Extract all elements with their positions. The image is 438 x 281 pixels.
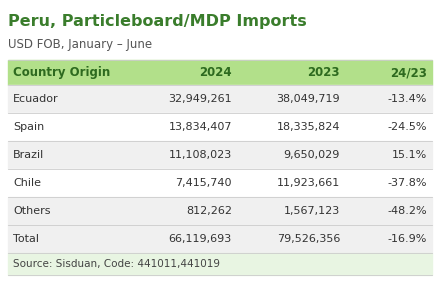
Text: Spain: Spain <box>13 122 44 132</box>
Text: 11,108,023: 11,108,023 <box>169 150 232 160</box>
Text: 13,834,407: 13,834,407 <box>169 122 232 132</box>
Text: Total: Total <box>13 234 39 244</box>
Text: 32,949,261: 32,949,261 <box>168 94 232 104</box>
Text: 2023: 2023 <box>307 66 340 79</box>
Text: Chile: Chile <box>13 178 41 188</box>
Text: Country Origin: Country Origin <box>13 66 110 79</box>
Text: 38,049,719: 38,049,719 <box>276 94 340 104</box>
Text: -37.8%: -37.8% <box>388 178 427 188</box>
Text: USD FOB, January – June: USD FOB, January – June <box>8 38 152 51</box>
Text: 2024: 2024 <box>199 66 232 79</box>
Text: 7,415,740: 7,415,740 <box>176 178 232 188</box>
Text: Peru, Particleboard/MDP Imports: Peru, Particleboard/MDP Imports <box>8 14 307 29</box>
Text: Ecuador: Ecuador <box>13 94 59 104</box>
Text: 812,262: 812,262 <box>186 206 232 216</box>
Text: 9,650,029: 9,650,029 <box>284 150 340 160</box>
Text: 15.1%: 15.1% <box>392 150 427 160</box>
Text: 11,923,661: 11,923,661 <box>277 178 340 188</box>
Text: Brazil: Brazil <box>13 150 44 160</box>
Text: -13.4%: -13.4% <box>388 94 427 104</box>
Text: -16.9%: -16.9% <box>388 234 427 244</box>
Text: Others: Others <box>13 206 50 216</box>
Text: -24.5%: -24.5% <box>388 122 427 132</box>
Text: 1,567,123: 1,567,123 <box>284 206 340 216</box>
Text: 18,335,824: 18,335,824 <box>276 122 340 132</box>
Text: 79,526,356: 79,526,356 <box>277 234 340 244</box>
Text: -48.2%: -48.2% <box>387 206 427 216</box>
Text: Source: Sisduan, Code: 441011,441019: Source: Sisduan, Code: 441011,441019 <box>13 259 220 269</box>
Text: 24/23: 24/23 <box>390 66 427 79</box>
Text: 66,119,693: 66,119,693 <box>169 234 232 244</box>
